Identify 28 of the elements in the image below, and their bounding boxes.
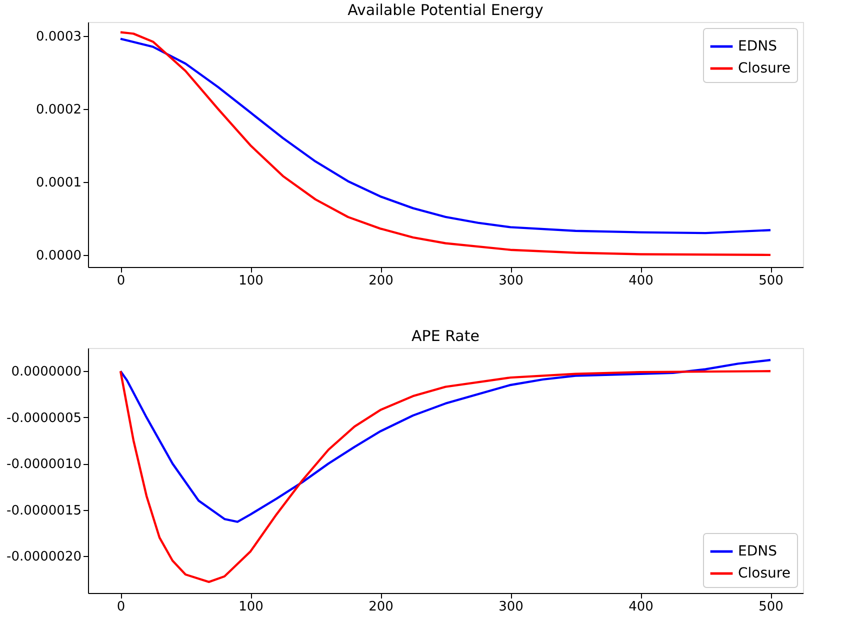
x-tick-label: 400 (628, 600, 654, 614)
x-tick-label: 400 (628, 274, 654, 288)
y-tick-label: -0.0000010 (6, 457, 82, 472)
y-tick-label: 0.0003 (36, 29, 82, 44)
x-tick-label: 200 (368, 274, 394, 288)
y-tick-label: -0.0000005 (6, 410, 82, 426)
x-tick-label: 500 (758, 600, 784, 614)
y-tick-label: -0.0000015 (6, 503, 82, 518)
y-tick-label: 0.0000000 (11, 364, 82, 380)
legend-label: Closure (738, 60, 790, 76)
x-tick-label: 300 (498, 274, 524, 288)
y-tick-label: 0.0000 (36, 248, 82, 264)
x-tick-label: 100 (238, 274, 264, 288)
legend-label: EDNS (738, 38, 778, 54)
x-tick-label: 0 (116, 274, 126, 288)
y-tick-label: 0.0002 (36, 102, 82, 118)
x-tick-label: 100 (238, 600, 264, 614)
y-tick-label: -0.0000020 (6, 550, 82, 565)
x-tick-label: 0 (116, 600, 126, 614)
chart-title: APE Rate (412, 327, 480, 345)
legend-label: Closure (738, 566, 790, 582)
x-tick-label: 200 (368, 600, 394, 614)
y-tick-label: 0.0001 (36, 175, 82, 190)
line-series (119, 358, 772, 523)
chart-title: Available Potential Energy (348, 1, 544, 19)
x-tick-label: 500 (758, 274, 784, 288)
x-tick-label: 300 (498, 600, 524, 614)
legend-label: EDNS (738, 544, 778, 560)
